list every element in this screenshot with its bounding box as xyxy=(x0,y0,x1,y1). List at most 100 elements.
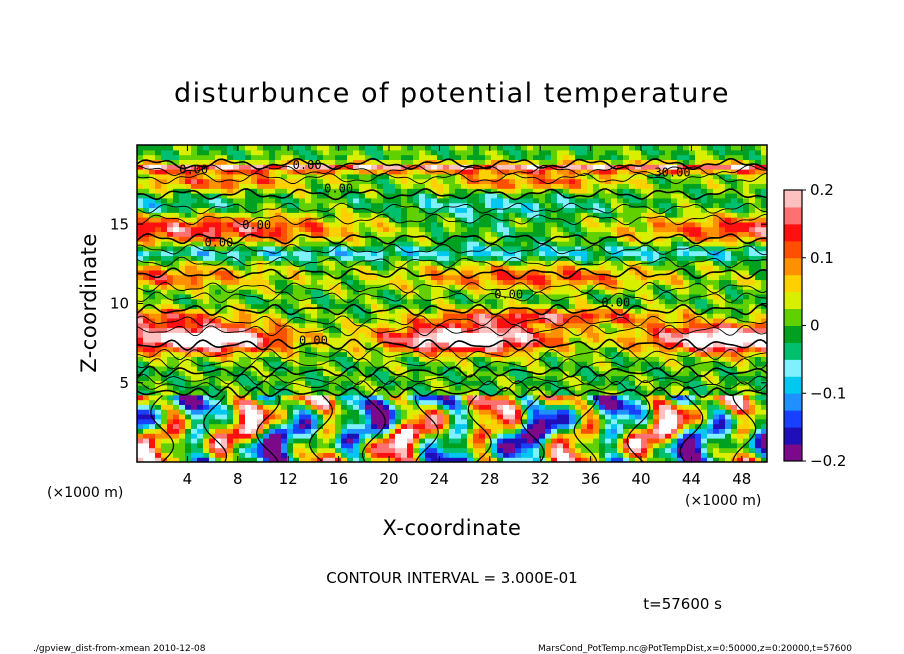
heatmap-cell xyxy=(137,346,144,353)
heatmap-cell xyxy=(203,231,210,237)
heatmap-cell xyxy=(359,447,366,453)
heatmap-cell xyxy=(683,317,690,324)
heatmap-cell xyxy=(287,370,294,377)
heatmap-cell xyxy=(605,236,612,242)
heatmap-cell xyxy=(419,370,426,377)
heatmap-cell xyxy=(431,279,438,285)
heatmap-cell xyxy=(563,260,570,266)
heatmap-cell xyxy=(665,298,672,305)
heatmap-cell xyxy=(179,298,186,305)
heatmap-cell xyxy=(329,241,336,247)
heatmap-cell xyxy=(467,327,474,333)
heatmap-cell xyxy=(329,356,336,362)
heatmap-cell xyxy=(251,303,258,309)
heatmap-cell xyxy=(743,457,750,462)
heatmap-cell xyxy=(461,404,468,410)
heatmap-cell xyxy=(389,380,396,386)
heatmap-cell xyxy=(197,303,204,309)
heatmap-cell xyxy=(719,442,726,449)
heatmap-cell xyxy=(425,327,432,333)
heatmap-cell xyxy=(725,313,732,319)
heatmap-cell xyxy=(689,332,696,338)
heatmap-cell xyxy=(695,452,702,458)
heatmap-cell xyxy=(677,337,684,343)
heatmap-cell xyxy=(263,332,270,338)
heatmap-cell xyxy=(557,442,564,449)
heatmap-cell xyxy=(593,375,600,381)
heatmap-cell xyxy=(575,289,582,295)
heatmap-cell xyxy=(587,351,594,357)
heatmap-cell xyxy=(377,236,384,242)
heatmap-cell xyxy=(371,433,378,439)
heatmap-cell xyxy=(443,409,450,415)
heatmap-cell xyxy=(269,428,276,434)
heatmap-cell xyxy=(575,327,582,333)
heatmap-cell xyxy=(293,289,300,295)
heatmap-cell xyxy=(695,284,702,290)
heatmap-cell xyxy=(539,293,546,300)
heatmap-cell xyxy=(521,385,528,391)
heatmap-cell xyxy=(323,265,330,271)
heatmap-cell xyxy=(161,437,168,444)
heatmap-cell xyxy=(419,327,426,333)
heatmap-cell xyxy=(683,356,690,362)
heatmap-cell xyxy=(677,409,684,415)
heatmap-cell xyxy=(467,317,474,324)
heatmap-cell xyxy=(671,375,678,381)
heatmap-cell xyxy=(755,346,762,353)
heatmap-cell xyxy=(419,293,426,300)
heatmap-cell xyxy=(203,313,210,319)
heatmap-cell xyxy=(389,308,396,314)
heatmap-cell xyxy=(659,337,666,343)
heatmap-cell xyxy=(593,289,600,295)
heatmap-cell xyxy=(749,298,756,305)
heatmap-cell xyxy=(269,289,276,295)
heatmap-cell xyxy=(707,428,714,434)
heatmap-cell xyxy=(383,250,390,257)
heatmap-cell xyxy=(251,255,258,261)
heatmap-cell xyxy=(737,433,744,439)
heatmap-cell xyxy=(449,241,456,247)
heatmap-cell xyxy=(437,279,444,285)
heatmap-cell xyxy=(533,442,540,449)
heatmap-cell xyxy=(755,361,762,367)
heatmap-cell xyxy=(221,375,228,381)
heatmap-cell xyxy=(617,236,624,242)
heatmap-cell xyxy=(509,269,516,276)
heatmap-cell xyxy=(725,394,732,401)
heatmap-cell xyxy=(575,370,582,377)
heatmap-cell xyxy=(209,236,216,242)
heatmap-cell xyxy=(401,437,408,444)
heatmap-cell xyxy=(695,385,702,391)
heatmap-cell xyxy=(251,265,258,271)
heatmap-cell xyxy=(527,399,534,405)
heatmap-cell xyxy=(719,255,726,261)
heatmap-cell xyxy=(497,399,504,405)
heatmap-cell xyxy=(437,250,444,257)
heatmap-cell xyxy=(449,279,456,285)
heatmap-cell xyxy=(155,322,162,329)
heatmap-cell xyxy=(407,265,414,271)
heatmap-cell xyxy=(455,341,462,348)
heatmap-cell xyxy=(413,284,420,290)
heatmap-cell xyxy=(545,245,552,252)
heatmap-cell xyxy=(485,255,492,261)
heatmap-cell xyxy=(629,317,636,324)
heatmap-cell xyxy=(683,428,690,434)
heatmap-cell xyxy=(329,269,336,276)
heatmap-cell xyxy=(425,423,432,429)
heatmap-cell xyxy=(173,418,180,425)
heatmap-cell xyxy=(467,255,474,261)
heatmap-cell xyxy=(311,433,318,439)
heatmap-cell xyxy=(155,385,162,391)
heatmap-cell xyxy=(719,279,726,285)
heatmap-cell xyxy=(623,265,630,271)
heatmap-cell xyxy=(515,313,522,319)
heatmap-cell xyxy=(233,289,240,295)
heatmap-cell xyxy=(329,447,336,453)
heatmap-cell xyxy=(449,385,456,391)
heatmap-cell xyxy=(377,361,384,367)
heatmap-cell xyxy=(263,317,270,324)
heatmap-cell xyxy=(677,346,684,353)
heatmap-cell xyxy=(281,332,288,338)
